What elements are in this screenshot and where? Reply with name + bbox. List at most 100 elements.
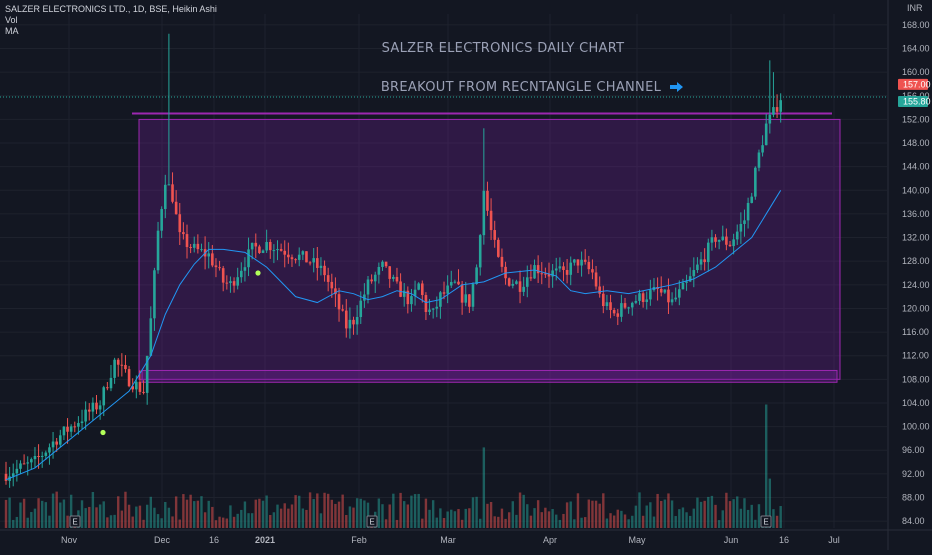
candle-body bbox=[587, 261, 591, 270]
candle-body bbox=[116, 359, 120, 365]
volume-bar bbox=[203, 512, 207, 528]
volume-bar bbox=[616, 509, 619, 528]
candle-body bbox=[98, 405, 102, 410]
candle-body bbox=[645, 299, 649, 303]
volume-bar bbox=[728, 501, 732, 528]
candle-body bbox=[761, 145, 764, 153]
candle-body bbox=[573, 259, 576, 263]
candle-body bbox=[301, 251, 305, 255]
candle-body bbox=[341, 309, 344, 311]
price-tick-label: 104.00 bbox=[902, 398, 930, 408]
candle-body bbox=[616, 313, 620, 317]
volume-bar bbox=[526, 504, 529, 528]
candle-body bbox=[48, 447, 51, 453]
volume-bar bbox=[772, 509, 775, 528]
volume-bar bbox=[424, 498, 428, 528]
price-tick-label: 84.00 bbox=[902, 516, 925, 526]
volume-bar bbox=[62, 499, 66, 528]
volume-bar bbox=[403, 501, 406, 528]
candle-body bbox=[623, 303, 627, 308]
candle-body bbox=[174, 201, 178, 215]
volume-bar bbox=[316, 493, 319, 528]
candle-body bbox=[384, 261, 388, 267]
volume-bar bbox=[149, 496, 152, 528]
candle-body bbox=[265, 241, 268, 251]
candle-body bbox=[475, 267, 478, 284]
time-tick-label: 2021 bbox=[255, 535, 275, 545]
volume-bar bbox=[518, 492, 522, 528]
candle-body bbox=[515, 281, 518, 284]
candle-body bbox=[768, 114, 772, 124]
volume-bar bbox=[182, 494, 185, 528]
volume-bar bbox=[533, 508, 536, 528]
volume-bar bbox=[135, 506, 138, 528]
volume-bar bbox=[468, 508, 471, 528]
candle-body bbox=[725, 236, 728, 245]
volume-bar bbox=[699, 501, 703, 528]
volume-bar bbox=[775, 515, 779, 528]
candle-body bbox=[73, 426, 77, 428]
volume-bar bbox=[446, 511, 449, 528]
candle-body bbox=[352, 319, 355, 325]
candle-body bbox=[735, 231, 739, 240]
candle-body bbox=[334, 288, 337, 295]
volume-bar bbox=[692, 508, 695, 528]
volume-bar bbox=[475, 496, 478, 528]
volume-bar bbox=[337, 501, 341, 528]
time-tick-label: Nov bbox=[61, 535, 78, 545]
candle-body bbox=[533, 265, 536, 279]
candle-body bbox=[536, 265, 540, 274]
candle-body bbox=[258, 246, 261, 253]
candle-body bbox=[316, 258, 319, 268]
price-tick-label: 108.00 bbox=[902, 374, 930, 384]
volume-bar bbox=[189, 494, 192, 528]
candle-body bbox=[489, 210, 493, 231]
candle-body bbox=[634, 300, 638, 303]
volume-bar bbox=[319, 513, 323, 528]
candle-body bbox=[337, 294, 341, 310]
candle-body bbox=[703, 259, 706, 263]
volume-bar bbox=[591, 500, 594, 528]
volume-bar bbox=[743, 498, 746, 528]
chart-legend: SALZER ELECTRONICS LTD., 1D, BSE, Heikin… bbox=[5, 4, 217, 37]
volume-bar bbox=[732, 499, 735, 528]
volume-bar bbox=[218, 516, 221, 528]
candle-body bbox=[627, 307, 630, 309]
candle-body bbox=[153, 270, 156, 319]
candle-body bbox=[44, 452, 48, 456]
earnings-marker-label: E bbox=[763, 518, 768, 527]
volume-bar bbox=[308, 492, 312, 528]
volume-bar bbox=[243, 501, 247, 528]
candle-body bbox=[178, 214, 182, 233]
time-tick-label: Mar bbox=[440, 535, 456, 545]
volume-bar bbox=[290, 504, 294, 528]
candle-body bbox=[290, 257, 294, 260]
volume-bar bbox=[558, 519, 562, 528]
right-arrow-icon bbox=[670, 82, 683, 92]
candle-body bbox=[659, 288, 663, 293]
volume-bar bbox=[117, 496, 120, 528]
candle-body bbox=[30, 459, 33, 463]
candle-body bbox=[410, 296, 413, 305]
candle-body bbox=[721, 236, 725, 240]
volume-bar bbox=[392, 493, 395, 528]
volume-bar bbox=[269, 515, 272, 528]
volume-bar bbox=[569, 501, 572, 528]
volume-bar bbox=[460, 519, 464, 528]
volume-bar bbox=[26, 517, 29, 528]
volume-bar bbox=[562, 513, 565, 528]
candle-body bbox=[446, 285, 449, 294]
volume-bar bbox=[598, 503, 601, 528]
candle-body bbox=[529, 277, 533, 279]
volume-bar bbox=[200, 496, 203, 528]
price-tick-label: 120.00 bbox=[902, 303, 930, 313]
volume-bar bbox=[330, 499, 333, 528]
volume-bar bbox=[91, 491, 95, 528]
volume-bar bbox=[145, 504, 149, 528]
candle-body bbox=[424, 295, 428, 312]
volume-bar bbox=[587, 499, 591, 528]
candle-body bbox=[460, 284, 464, 303]
candle-body bbox=[19, 463, 22, 469]
